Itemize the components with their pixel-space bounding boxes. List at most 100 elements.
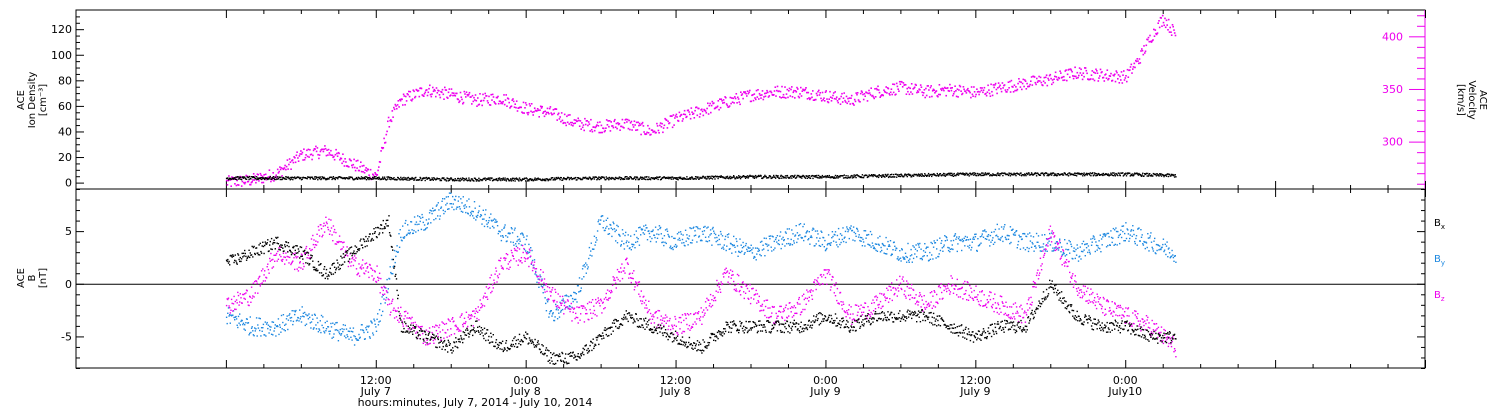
- density-series-point: [648, 176, 650, 178]
- velocity-series-point: [1109, 75, 1112, 77]
- bz-series-point: [296, 268, 298, 270]
- by-series-point: [1032, 236, 1035, 238]
- density-series-point: [708, 178, 711, 180]
- by-series-point: [1100, 238, 1103, 240]
- by-series-point: [1145, 242, 1148, 244]
- density-series-point: [410, 178, 413, 180]
- density-series-point: [998, 173, 1000, 175]
- by-series-point: [419, 220, 421, 223]
- by-series-point: [467, 213, 469, 215]
- by-series-point: [1124, 232, 1126, 235]
- density-series-point: [821, 177, 823, 179]
- velocity-series-point: [910, 83, 913, 85]
- velocity-series-point: [1017, 82, 1019, 85]
- by-series-point: [290, 320, 292, 322]
- velocity-series-point: [545, 113, 547, 116]
- velocity-series-point: [736, 102, 738, 104]
- density-series-point: [1162, 174, 1165, 176]
- by-series-point: [749, 250, 752, 252]
- density-series-point: [330, 176, 333, 178]
- velocity-series-point: [823, 100, 826, 102]
- density-series-point: [928, 175, 930, 177]
- velocity-series-point: [963, 88, 965, 91]
- density-series-point: [734, 177, 737, 180]
- velocity-series-point: [354, 166, 356, 169]
- by-series-point: [404, 222, 406, 224]
- density-series-point: [832, 177, 835, 179]
- bz-series-point: [445, 322, 448, 325]
- by-series-point: [907, 242, 909, 245]
- by-series-point: [249, 332, 251, 335]
- by-series-point: [1070, 243, 1072, 245]
- velocity-series-point: [973, 86, 975, 88]
- by-series-point: [533, 259, 536, 261]
- density-series-point: [1126, 173, 1128, 175]
- velocity-series-point: [1000, 88, 1002, 90]
- velocity-series-point: [393, 106, 395, 109]
- density-series-point: [697, 176, 699, 178]
- by-series-point: [388, 278, 391, 280]
- by-series-point: [473, 201, 476, 203]
- velocity-series-point: [843, 92, 845, 94]
- velocity-series-point: [848, 97, 851, 99]
- by-series-point: [447, 208, 449, 210]
- by-series-point: [1103, 234, 1105, 236]
- density-series-point: [255, 178, 257, 180]
- density-series-point: [568, 178, 571, 181]
- density-series-point: [260, 177, 262, 179]
- density-series-point: [457, 177, 459, 180]
- by-series-point: [999, 239, 1002, 241]
- by-series-point: [1082, 250, 1084, 253]
- velocity-series-point: [290, 168, 292, 170]
- by-series-point: [914, 248, 917, 250]
- by-series-point: [881, 249, 883, 252]
- by-series-point: [485, 209, 487, 211]
- density-series-point: [403, 176, 405, 179]
- by-series-point: [716, 239, 719, 242]
- density-series-point: [326, 178, 328, 181]
- by-series-point: [1129, 234, 1131, 236]
- density-series-point: [289, 179, 291, 181]
- by-series-point: [394, 261, 396, 264]
- velocity-series-point: [253, 179, 256, 181]
- by-series-point: [472, 210, 474, 213]
- velocity-series-point: [875, 87, 878, 90]
- by-series-point: [503, 226, 506, 228]
- density-series-point: [402, 179, 404, 181]
- density-series-point: [668, 177, 670, 180]
- by-series-point: [1117, 236, 1120, 239]
- by-series-point: [739, 238, 741, 240]
- density-series-point: [907, 173, 910, 175]
- by-series-point: [926, 255, 928, 257]
- bz-series-point: [250, 301, 252, 303]
- by-series-point: [743, 253, 745, 255]
- by-series-point: [348, 330, 351, 333]
- density-series-point: [240, 178, 243, 181]
- velocity-series-point: [608, 120, 611, 122]
- by-series-point: [572, 300, 574, 303]
- velocity-series-point: [588, 123, 591, 125]
- bz-series-point: [264, 270, 266, 272]
- by-series-point: [524, 243, 526, 246]
- velocity-series-point: [835, 98, 837, 100]
- by-series-point: [842, 227, 844, 229]
- by-series-point: [776, 235, 779, 237]
- density-series-point: [280, 176, 282, 178]
- by-series-point: [1106, 232, 1108, 235]
- density-series-point: [884, 176, 886, 178]
- by-series-point: [1097, 247, 1100, 249]
- velocity-series-point: [904, 83, 906, 86]
- by-series-point: [284, 330, 286, 332]
- density-series-point: [745, 175, 747, 178]
- by-series-point: [713, 230, 715, 232]
- bz-series-point: [387, 304, 389, 306]
- velocity-series-point: [1054, 75, 1056, 78]
- velocity-series-point: [747, 92, 750, 95]
- density-series-point: [423, 177, 426, 179]
- density-series-point: [365, 176, 367, 178]
- density-series-point: [1084, 174, 1086, 177]
- by-series-point: [396, 245, 398, 247]
- density-series-point: [1145, 172, 1148, 175]
- bz-series-point: [488, 286, 491, 289]
- bz-series-point: [259, 285, 261, 287]
